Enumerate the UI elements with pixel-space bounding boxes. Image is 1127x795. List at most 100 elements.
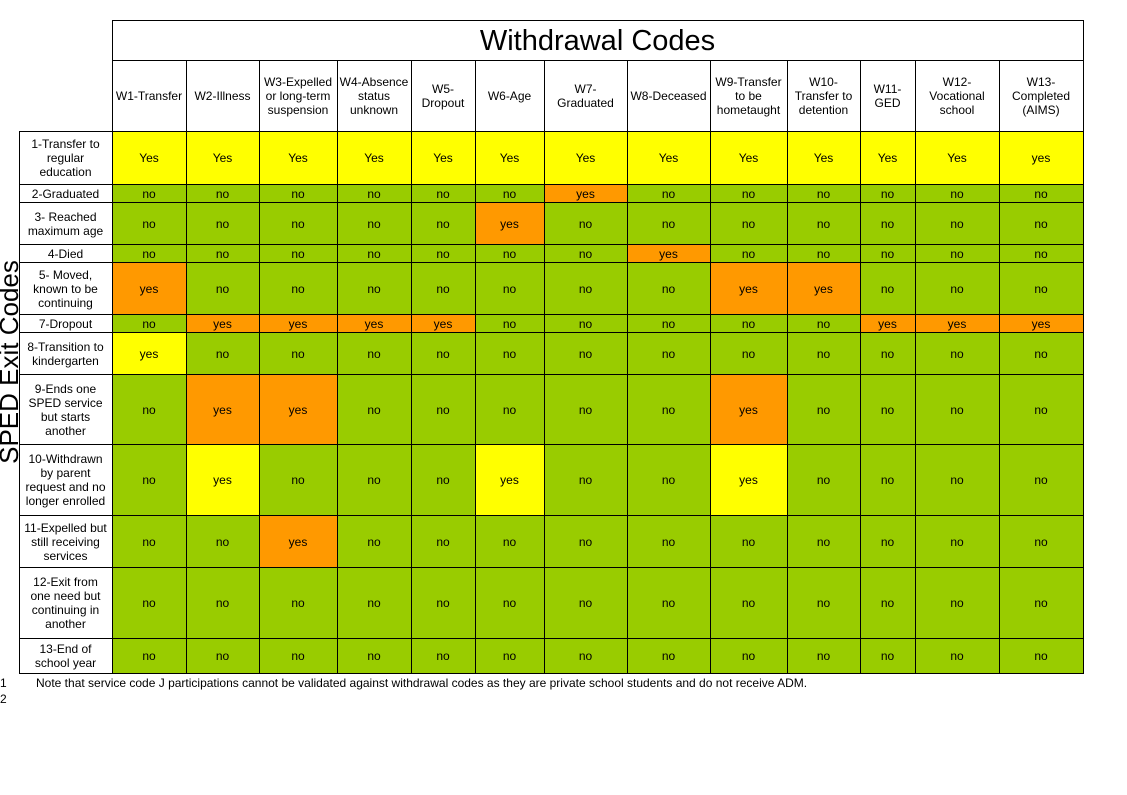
matrix-cell: no: [185, 332, 260, 375]
matrix-cell: no: [543, 444, 628, 516]
matrix-cell: no: [336, 638, 412, 674]
matrix-cell: no: [258, 332, 338, 375]
matrix-cell: no: [998, 184, 1084, 203]
column-header: W1-Transfer: [111, 60, 187, 132]
matrix-cell: no: [786, 314, 861, 333]
matrix-cell: no: [185, 515, 260, 568]
matrix-cell: no: [786, 515, 861, 568]
matrix-cell: yes: [474, 202, 545, 245]
matrix-cell: no: [914, 202, 1000, 245]
matrix-cell: no: [709, 515, 788, 568]
matrix-cell: no: [185, 244, 260, 263]
matrix-cell: yes: [111, 332, 187, 375]
matrix-cell: no: [474, 638, 545, 674]
matrix-cell: no: [786, 638, 861, 674]
row-header: 11-Expelled but still receiving services: [18, 515, 113, 568]
matrix-cell: no: [998, 515, 1084, 568]
column-header: W10-Transfer to detention: [786, 60, 861, 132]
matrix-cell: no: [998, 262, 1084, 315]
side-axis-label-text: SPED Exit Codes: [0, 259, 19, 464]
matrix-cell: no: [914, 444, 1000, 516]
row-header: 13-End of school year: [18, 638, 113, 674]
matrix-cell: no: [410, 244, 476, 263]
matrix-cell: no: [786, 244, 861, 263]
table-row: 7-Dropout no yes yes yes yes no no no no no yes yes y…: [0, 314, 1084, 333]
matrix-cell: yes: [626, 244, 711, 263]
matrix-cell: no: [111, 515, 187, 568]
matrix-cell: no: [914, 374, 1000, 445]
matrix-cell: no: [709, 202, 788, 245]
column-header: W6-Age: [474, 60, 545, 132]
matrix-cell: no: [474, 262, 545, 315]
matrix-cell: no: [543, 244, 628, 263]
matrix-cell: no: [185, 638, 260, 674]
column-header: W7-Graduated: [543, 60, 628, 132]
matrix-cell: yes: [709, 444, 788, 516]
matrix-cell: yes: [998, 314, 1084, 333]
matrix-cell: no: [336, 262, 412, 315]
table-row: 11-Expelled but still receiving services…: [0, 515, 1084, 568]
matrix-cell: no: [111, 314, 187, 333]
matrix-cell: no: [709, 332, 788, 375]
matrix-cell: no: [111, 567, 187, 639]
row-header: 12-Exit from one need but continuing in …: [18, 567, 113, 639]
matrix-cell: no: [111, 244, 187, 263]
table-row: 8-Transition to kindergarten yes no no no no n…: [0, 332, 1084, 375]
matrix-cell: no: [336, 332, 412, 375]
matrix-cell: no: [111, 374, 187, 445]
table-row: 4-Died no no no no no no no yes no no no no no: [0, 244, 1084, 263]
matrix-cell: no: [859, 184, 916, 203]
matrix-cell: Yes: [111, 131, 187, 185]
row-header: 7-Dropout: [18, 314, 113, 333]
matrix-cell: yes: [410, 314, 476, 333]
matrix-cell: no: [336, 444, 412, 516]
matrix-cell: no: [626, 444, 711, 516]
matrix-cell: no: [258, 444, 338, 516]
table-row: 9-Ends one SPED service but starts anoth…: [0, 374, 1084, 445]
matrix-cell: no: [336, 202, 412, 245]
footnote-line-number: 1: [0, 676, 7, 690]
row-header: 9-Ends one SPED service but starts anoth…: [18, 374, 113, 445]
footnote-line-number: 2: [0, 692, 7, 706]
matrix-cell: no: [998, 202, 1084, 245]
matrix-cell: yes: [258, 515, 338, 568]
matrix-cell: yes: [258, 314, 338, 333]
matrix-cell: no: [474, 374, 545, 445]
matrix-cell: Yes: [258, 131, 338, 185]
matrix-cell: no: [258, 202, 338, 245]
matrix-cell: no: [336, 515, 412, 568]
withdrawal-codes-matrix: Withdrawal Codes W1-Transfer W2-Illness W3…: [0, 20, 1084, 674]
matrix-cell: no: [543, 202, 628, 245]
column-header: W13-Completed (AIMS): [998, 60, 1084, 132]
matrix-cell: no: [543, 638, 628, 674]
matrix-cell: no: [626, 262, 711, 315]
matrix-cell: no: [336, 184, 412, 203]
matrix-cell: no: [786, 202, 861, 245]
matrix-cell: no: [626, 374, 711, 445]
matrix-cell: no: [859, 444, 916, 516]
matrix-cell: no: [626, 202, 711, 245]
matrix-cell: no: [786, 374, 861, 445]
column-header: W9-Transfer to be hometaught: [709, 60, 788, 132]
row-header: 2-Graduated: [18, 184, 113, 203]
matrix-cell: no: [258, 184, 338, 203]
matrix-cell: no: [185, 262, 260, 315]
matrix-cell: no: [626, 515, 711, 568]
matrix-cell: yes: [914, 314, 1000, 333]
matrix-cell: no: [859, 515, 916, 568]
matrix-cell: yes: [258, 374, 338, 445]
matrix-cell: no: [626, 184, 711, 203]
matrix-cell: yes: [709, 262, 788, 315]
matrix-cell: no: [998, 374, 1084, 445]
column-header: W3-Expelled or long-term suspension: [258, 60, 338, 132]
matrix-cell: no: [709, 314, 788, 333]
matrix-cell: Yes: [543, 131, 628, 185]
matrix-cell: no: [543, 332, 628, 375]
matrix-cell: yes: [543, 184, 628, 203]
matrix-cell: no: [543, 262, 628, 315]
matrix-cell: yes: [709, 374, 788, 445]
column-header-row: W1-Transfer W2-Illness W3-Expelled or long…: [0, 60, 1084, 132]
matrix-cell: Yes: [410, 131, 476, 185]
matrix-cell: no: [185, 184, 260, 203]
matrix-cell: no: [859, 244, 916, 263]
